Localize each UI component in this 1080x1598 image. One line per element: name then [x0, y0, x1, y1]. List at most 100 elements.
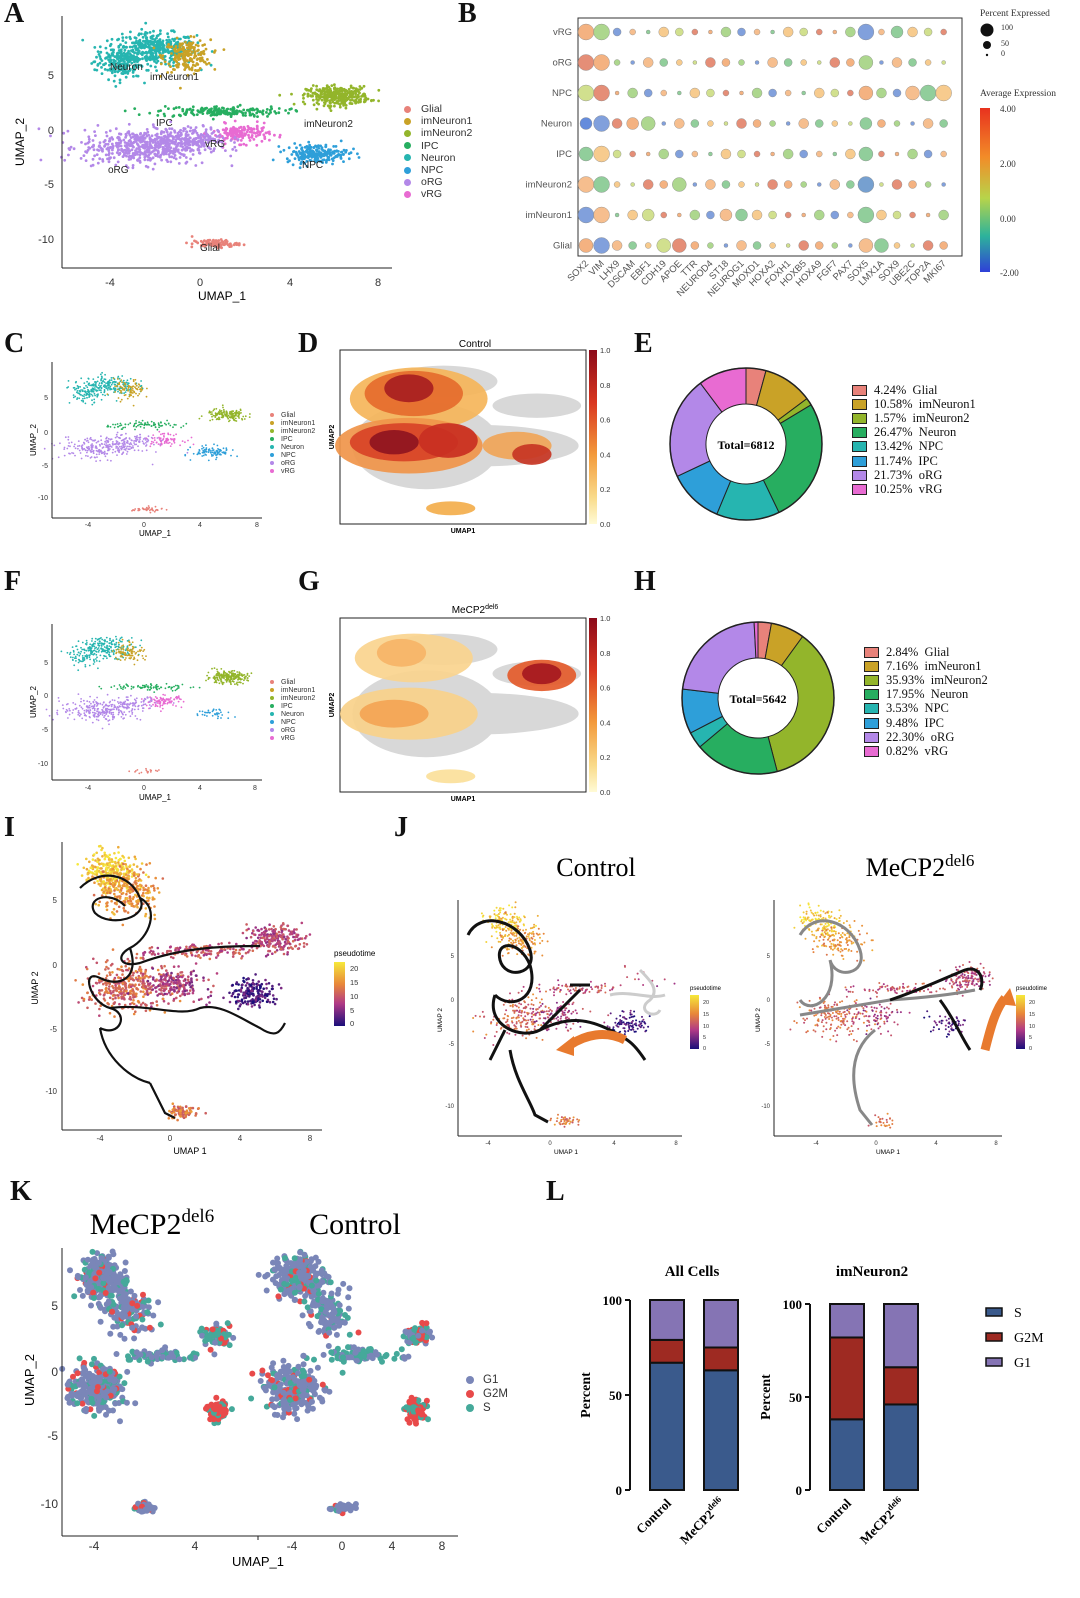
dotplot-dot — [941, 182, 946, 187]
cell-point — [197, 53, 201, 56]
density-d-xlabel: UMAP1 — [451, 528, 476, 535]
cell-point — [189, 126, 193, 130]
cell-point — [137, 63, 140, 67]
cell-point — [185, 160, 189, 164]
cell-point — [205, 444, 207, 447]
cell-point — [86, 437, 89, 440]
cell-point — [73, 718, 76, 721]
cell-point — [97, 713, 99, 716]
cell-point — [239, 672, 241, 674]
dotplot-dot — [577, 206, 595, 224]
cell-point — [180, 698, 182, 701]
cell-point — [127, 60, 131, 64]
cell-point — [128, 641, 131, 644]
cell-point — [362, 84, 366, 88]
dotplot-dot — [593, 84, 610, 102]
cell-point — [121, 36, 125, 39]
density-d-ylabel: UMAP2 — [329, 425, 336, 450]
cell-point — [223, 411, 225, 414]
cell-point — [173, 438, 176, 440]
donut-e-legend: 4.24% Glial 10.58% imNeuron1 1.57% imNeuro… — [852, 383, 976, 497]
cell-point — [113, 387, 115, 389]
cell-point — [315, 155, 319, 159]
cell-point — [136, 138, 140, 142]
cell-point — [199, 59, 202, 63]
cell-point — [123, 438, 126, 440]
dotplot-dot — [706, 210, 715, 220]
cell-point — [96, 395, 99, 398]
cell-point — [247, 679, 250, 682]
cell-point — [181, 55, 185, 58]
cell-point — [220, 674, 223, 676]
cell-point — [175, 135, 179, 139]
cell-point — [343, 101, 347, 105]
cell-point — [145, 68, 149, 72]
cell-point — [231, 449, 234, 451]
cell-point — [179, 142, 183, 146]
cell-point — [134, 63, 138, 67]
cell-point — [45, 708, 48, 711]
dotplot-dot — [627, 87, 638, 99]
cell-point — [101, 443, 103, 445]
cell-point — [79, 452, 82, 454]
dotplot-dot — [645, 29, 651, 35]
cell-point — [143, 158, 147, 162]
dotplot-dot — [658, 148, 669, 160]
cell-point — [191, 63, 195, 67]
cell-point — [135, 142, 139, 146]
cell-point — [89, 695, 91, 698]
cell-point — [198, 686, 201, 689]
cell-point — [352, 86, 355, 90]
cell-point — [117, 44, 121, 48]
cell-point — [67, 380, 70, 382]
cell-point — [154, 51, 158, 55]
cell-point — [80, 698, 82, 700]
cell-point — [151, 167, 155, 171]
cell-point — [77, 640, 80, 643]
cell-point — [128, 395, 131, 398]
dotplot-dot — [612, 149, 622, 159]
cell-point — [189, 35, 193, 38]
cell-point — [87, 393, 89, 396]
y-tick: 5 — [48, 70, 54, 82]
cell-point — [122, 138, 126, 142]
cell-point — [182, 35, 186, 39]
cell-point — [119, 389, 121, 392]
dotplot-dot — [814, 209, 825, 221]
cell-point — [155, 41, 159, 45]
dotplot-dot — [923, 27, 933, 37]
cell-point — [159, 139, 163, 143]
cell-point — [201, 133, 205, 137]
legend-swatch — [404, 166, 411, 174]
cell-point — [318, 88, 322, 91]
cell-point — [106, 439, 109, 442]
cell-point — [113, 426, 116, 429]
cell-point — [237, 243, 241, 247]
cell-point — [99, 654, 102, 657]
cell-point — [224, 112, 228, 116]
cell-point — [129, 377, 132, 380]
cell-point — [144, 31, 148, 34]
cell-point — [177, 141, 181, 145]
density-spot — [384, 374, 434, 403]
cell-point — [74, 454, 76, 457]
legend-swatch — [404, 142, 411, 150]
cell-point — [220, 416, 223, 419]
cell-point — [212, 449, 214, 452]
cell-point — [96, 389, 99, 392]
dotplot-dot — [707, 120, 714, 127]
cell-point — [331, 162, 334, 166]
cell-point — [117, 390, 119, 393]
cell-point — [121, 387, 124, 389]
cell-point — [331, 93, 335, 97]
dotplot-dot — [770, 29, 775, 35]
cell-point — [260, 129, 264, 133]
cell-point — [321, 161, 324, 165]
cell-point — [328, 99, 332, 103]
cell-point — [172, 149, 175, 153]
cell-point — [220, 676, 223, 678]
cell-point — [210, 451, 212, 454]
cell-point — [313, 159, 317, 163]
cell-point — [215, 454, 218, 457]
density-spot — [369, 430, 419, 455]
